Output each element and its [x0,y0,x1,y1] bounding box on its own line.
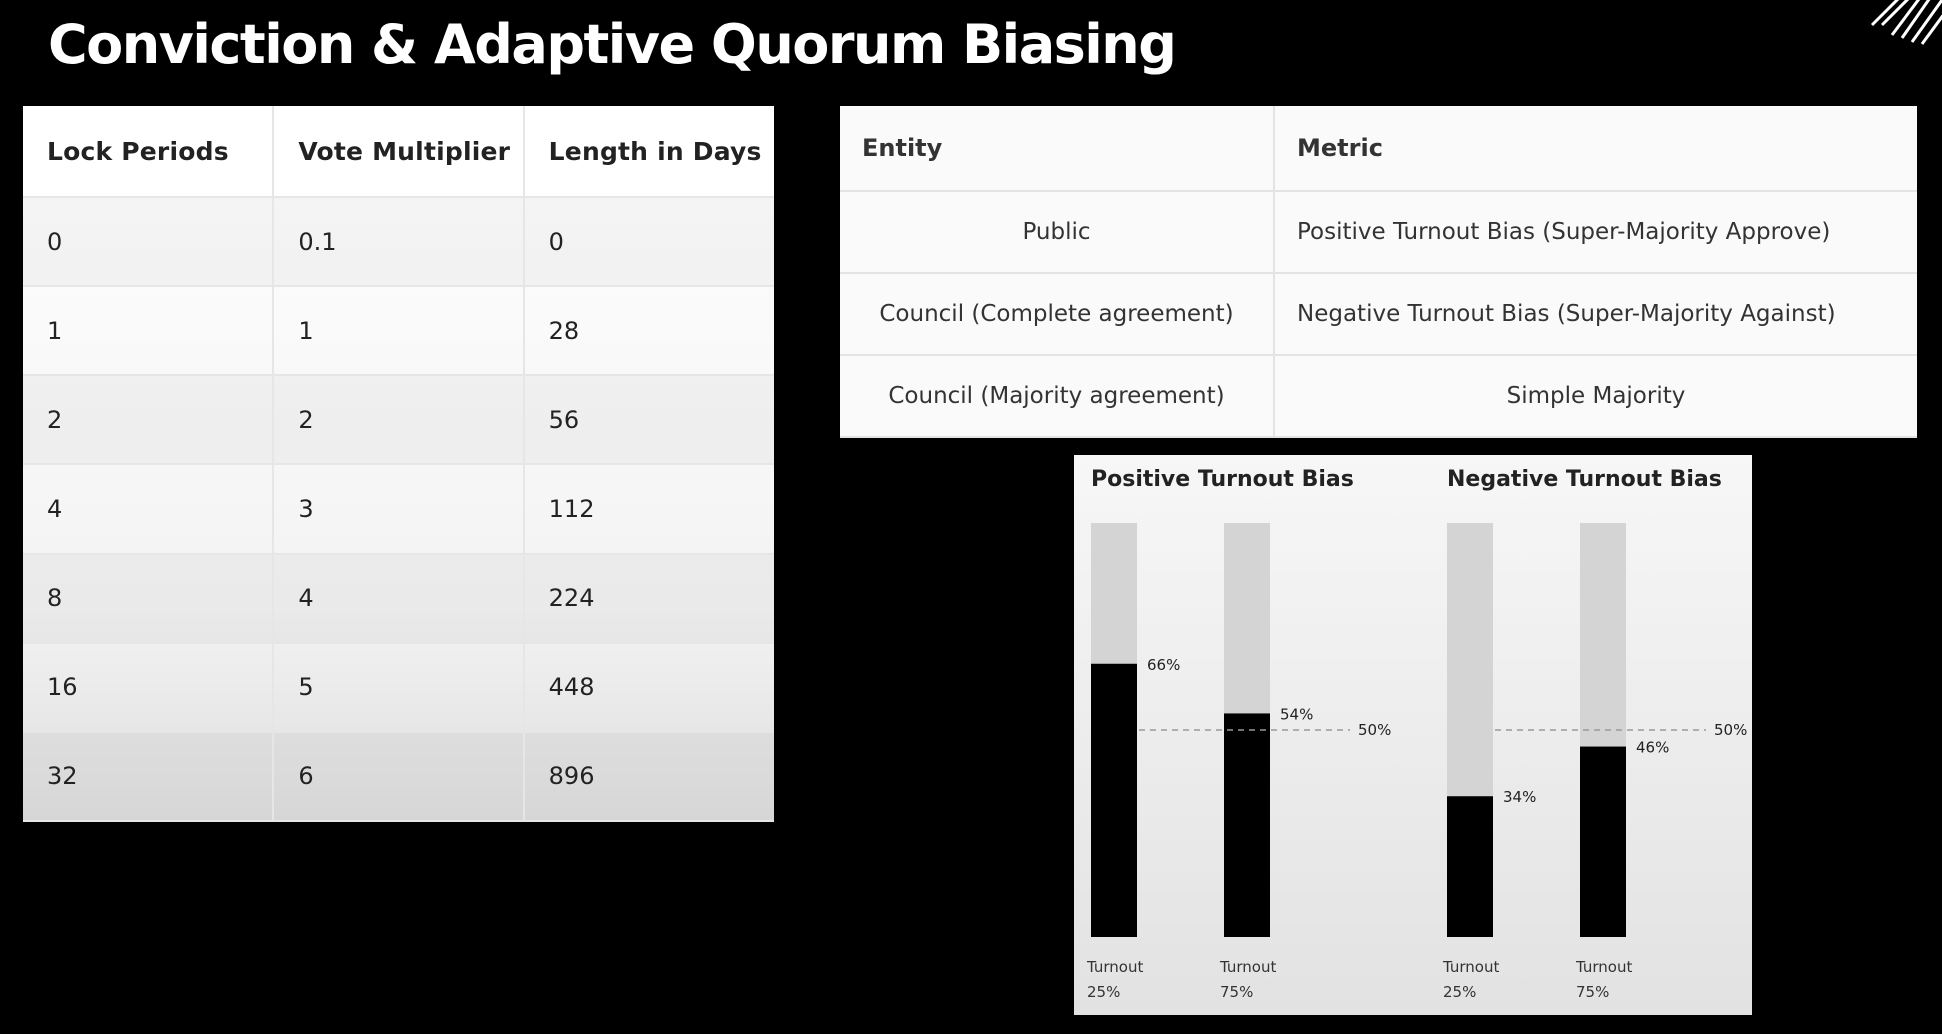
bar [1224,713,1270,937]
table-cell: Simple Majority [1274,355,1917,438]
table-cell: 1 [273,286,525,377]
turnout-bias-chart-svg: Positive Turnout Bias 66% Turnout 25% 54% Tur… [1086,467,1747,1001]
bar [1447,796,1493,937]
bar-axis-label: 75% [1220,983,1253,1001]
table-cell: Public [840,191,1275,274]
corner-logo-icon [1870,0,1942,45]
bar-value-label: 66% [1147,656,1180,674]
column-header: Length in Days [523,106,774,198]
table-cell: 4 [273,553,525,644]
chart-group-title: Positive Turnout Bias [1091,467,1354,492]
table-cell: Positive Turnout Bias (Super-Majority Ap… [1274,191,1917,274]
bar-axis-label: Turnout [1219,958,1276,976]
bar-value-label: 46% [1636,739,1669,757]
table-row: 1 1 28 [23,286,774,377]
table-row: Council (Complete agreement) Negative Tu… [840,273,1917,356]
bar-axis-label: Turnout [1575,958,1632,976]
table-cell: 4 [23,464,275,555]
table-cell: 112 [523,464,774,555]
bar-value-label: 34% [1503,788,1536,806]
table-row: 0 0.1 0 [23,197,774,288]
table-row: 2 2 56 [23,375,774,466]
table-cell: 448 [523,642,774,733]
table-cell: 16 [23,642,275,733]
table-cell: 896 [523,731,774,823]
chart-group-title: Negative Turnout Bias [1447,467,1722,492]
table-row: 8 4 224 [23,553,774,644]
table-cell: 0.1 [273,197,525,288]
bar-axis-label: 25% [1087,983,1120,1001]
column-header: Entity [840,106,1275,192]
table-cell: 6 [273,731,525,823]
table-row: Public Positive Turnout Bias (Super-Majo… [840,191,1917,274]
table-header-row: Lock Periods Vote Multiplier Length in D… [23,106,774,198]
table-cell: 3 [273,464,525,555]
bar [1580,746,1626,937]
table-cell: Council (Majority agreement) [840,355,1275,438]
table-cell: 1 [23,286,275,377]
entity-metric-table: Entity Metric Public Positive Turnout Bi… [840,106,1917,438]
table-row: 32 6 896 [23,731,774,823]
table-cell: 2 [23,375,275,466]
table-row: Council (Majority agreement) Simple Majo… [840,355,1917,438]
table-cell: 224 [523,553,774,644]
column-header: Vote Multiplier [273,106,525,198]
table-cell: 56 [523,375,774,466]
bar-axis-label: 25% [1443,983,1476,1001]
slide-title: Conviction & Adaptive Quorum Biasing [48,13,1177,76]
bar [1091,663,1137,937]
column-header: Lock Periods [23,106,275,198]
threshold-label: 50% [1358,721,1391,739]
table-cell: Negative Turnout Bias (Super-Majority Ag… [1274,273,1917,356]
bar-axis-label: Turnout [1442,958,1499,976]
table-row: 16 5 448 [23,642,774,733]
table-cell: 2 [273,375,525,466]
bar-value-label: 54% [1280,705,1313,723]
bar-axis-label: 75% [1576,983,1609,1001]
table-header-row: Entity Metric [840,106,1917,192]
table-cell: 8 [23,553,275,644]
table-cell: 28 [523,286,774,377]
table-cell: 0 [523,197,774,288]
lock-periods-table: Lock Periods Vote Multiplier Length in D… [23,106,774,823]
table-cell: 32 [23,731,275,823]
bar-axis-label: Turnout [1086,958,1143,976]
table-row: 4 3 112 [23,464,774,555]
table-cell: Council (Complete agreement) [840,273,1275,356]
table-cell: 0 [23,197,275,288]
column-header: Metric [1274,106,1917,192]
threshold-label: 50% [1714,721,1747,739]
table-cell: 5 [273,642,525,733]
turnout-bias-chart: Positive Turnout Bias 66% Turnout 25% 54% Tur… [1074,455,1752,1015]
